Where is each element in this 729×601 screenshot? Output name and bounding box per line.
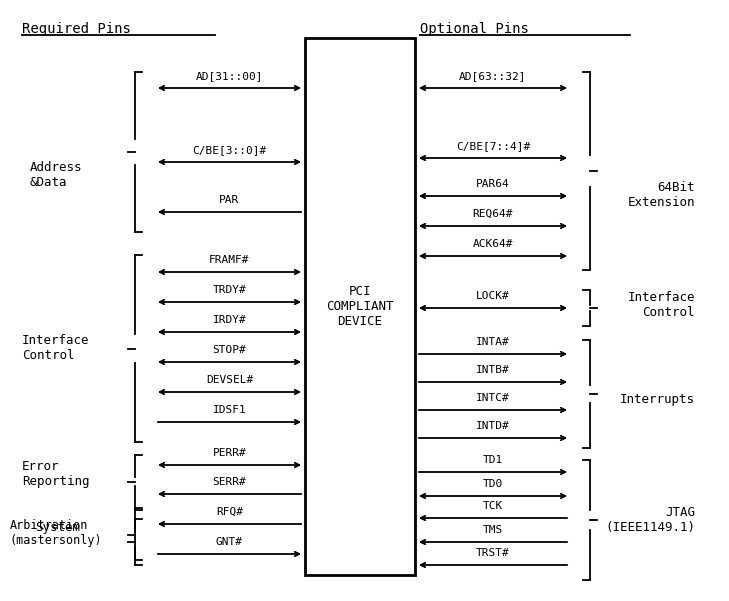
Text: Interrupts: Interrupts (620, 394, 695, 406)
Text: TMS: TMS (483, 525, 503, 535)
Text: RFQ#: RFQ# (216, 507, 243, 517)
Text: DEVSEL#: DEVSEL# (206, 375, 253, 385)
Text: INTB#: INTB# (476, 365, 510, 375)
Text: JTAG
(IEEE1149.1): JTAG (IEEE1149.1) (605, 506, 695, 534)
Text: PAR64: PAR64 (476, 179, 510, 189)
Text: SERR#: SERR# (213, 477, 246, 487)
Text: TRDY#: TRDY# (213, 285, 246, 295)
Text: LOCK#: LOCK# (476, 291, 510, 301)
Text: Error
Reporting: Error Reporting (22, 460, 90, 488)
Text: FRAMF#: FRAMF# (209, 255, 250, 265)
Text: IDSF1: IDSF1 (213, 405, 246, 415)
Text: PCI
COMPLIANT
DEVICE: PCI COMPLIANT DEVICE (327, 285, 394, 328)
Text: REQ64#: REQ64# (472, 209, 513, 219)
Text: INTC#: INTC# (476, 393, 510, 403)
Text: C/BE[3::0]#: C/BE[3::0]# (192, 145, 267, 155)
Text: INTD#: INTD# (476, 421, 510, 431)
Text: GNT#: GNT# (216, 537, 243, 547)
Text: Arbitration
(mastersonly): Arbitration (mastersonly) (10, 519, 103, 547)
Text: TD0: TD0 (483, 479, 503, 489)
Text: PAR: PAR (219, 195, 240, 205)
Text: TD1: TD1 (483, 455, 503, 465)
Text: AD[31::00]: AD[31::00] (196, 71, 263, 81)
Text: IRDY#: IRDY# (213, 315, 246, 325)
Text: STOP#: STOP# (213, 345, 246, 355)
Text: ACK64#: ACK64# (472, 239, 513, 249)
Text: Interface
Control: Interface Control (628, 291, 695, 319)
Text: AD[63::32]: AD[63::32] (459, 71, 527, 81)
Bar (305, 38, 415, 575)
Text: C/BE[7::4]#: C/BE[7::4]# (456, 141, 530, 151)
Text: PERR#: PERR# (213, 448, 246, 458)
Text: Optional Pins: Optional Pins (420, 22, 529, 36)
Text: 64Bit
Extension: 64Bit Extension (628, 181, 695, 209)
Text: System: System (35, 522, 80, 534)
Text: TRST#: TRST# (476, 548, 510, 558)
Text: TCK: TCK (483, 501, 503, 511)
Text: INTA#: INTA# (476, 337, 510, 347)
Text: Required Pins: Required Pins (22, 22, 131, 36)
Text: Address
&Data: Address &Data (30, 161, 82, 189)
Text: Interface
Control: Interface Control (22, 334, 90, 362)
